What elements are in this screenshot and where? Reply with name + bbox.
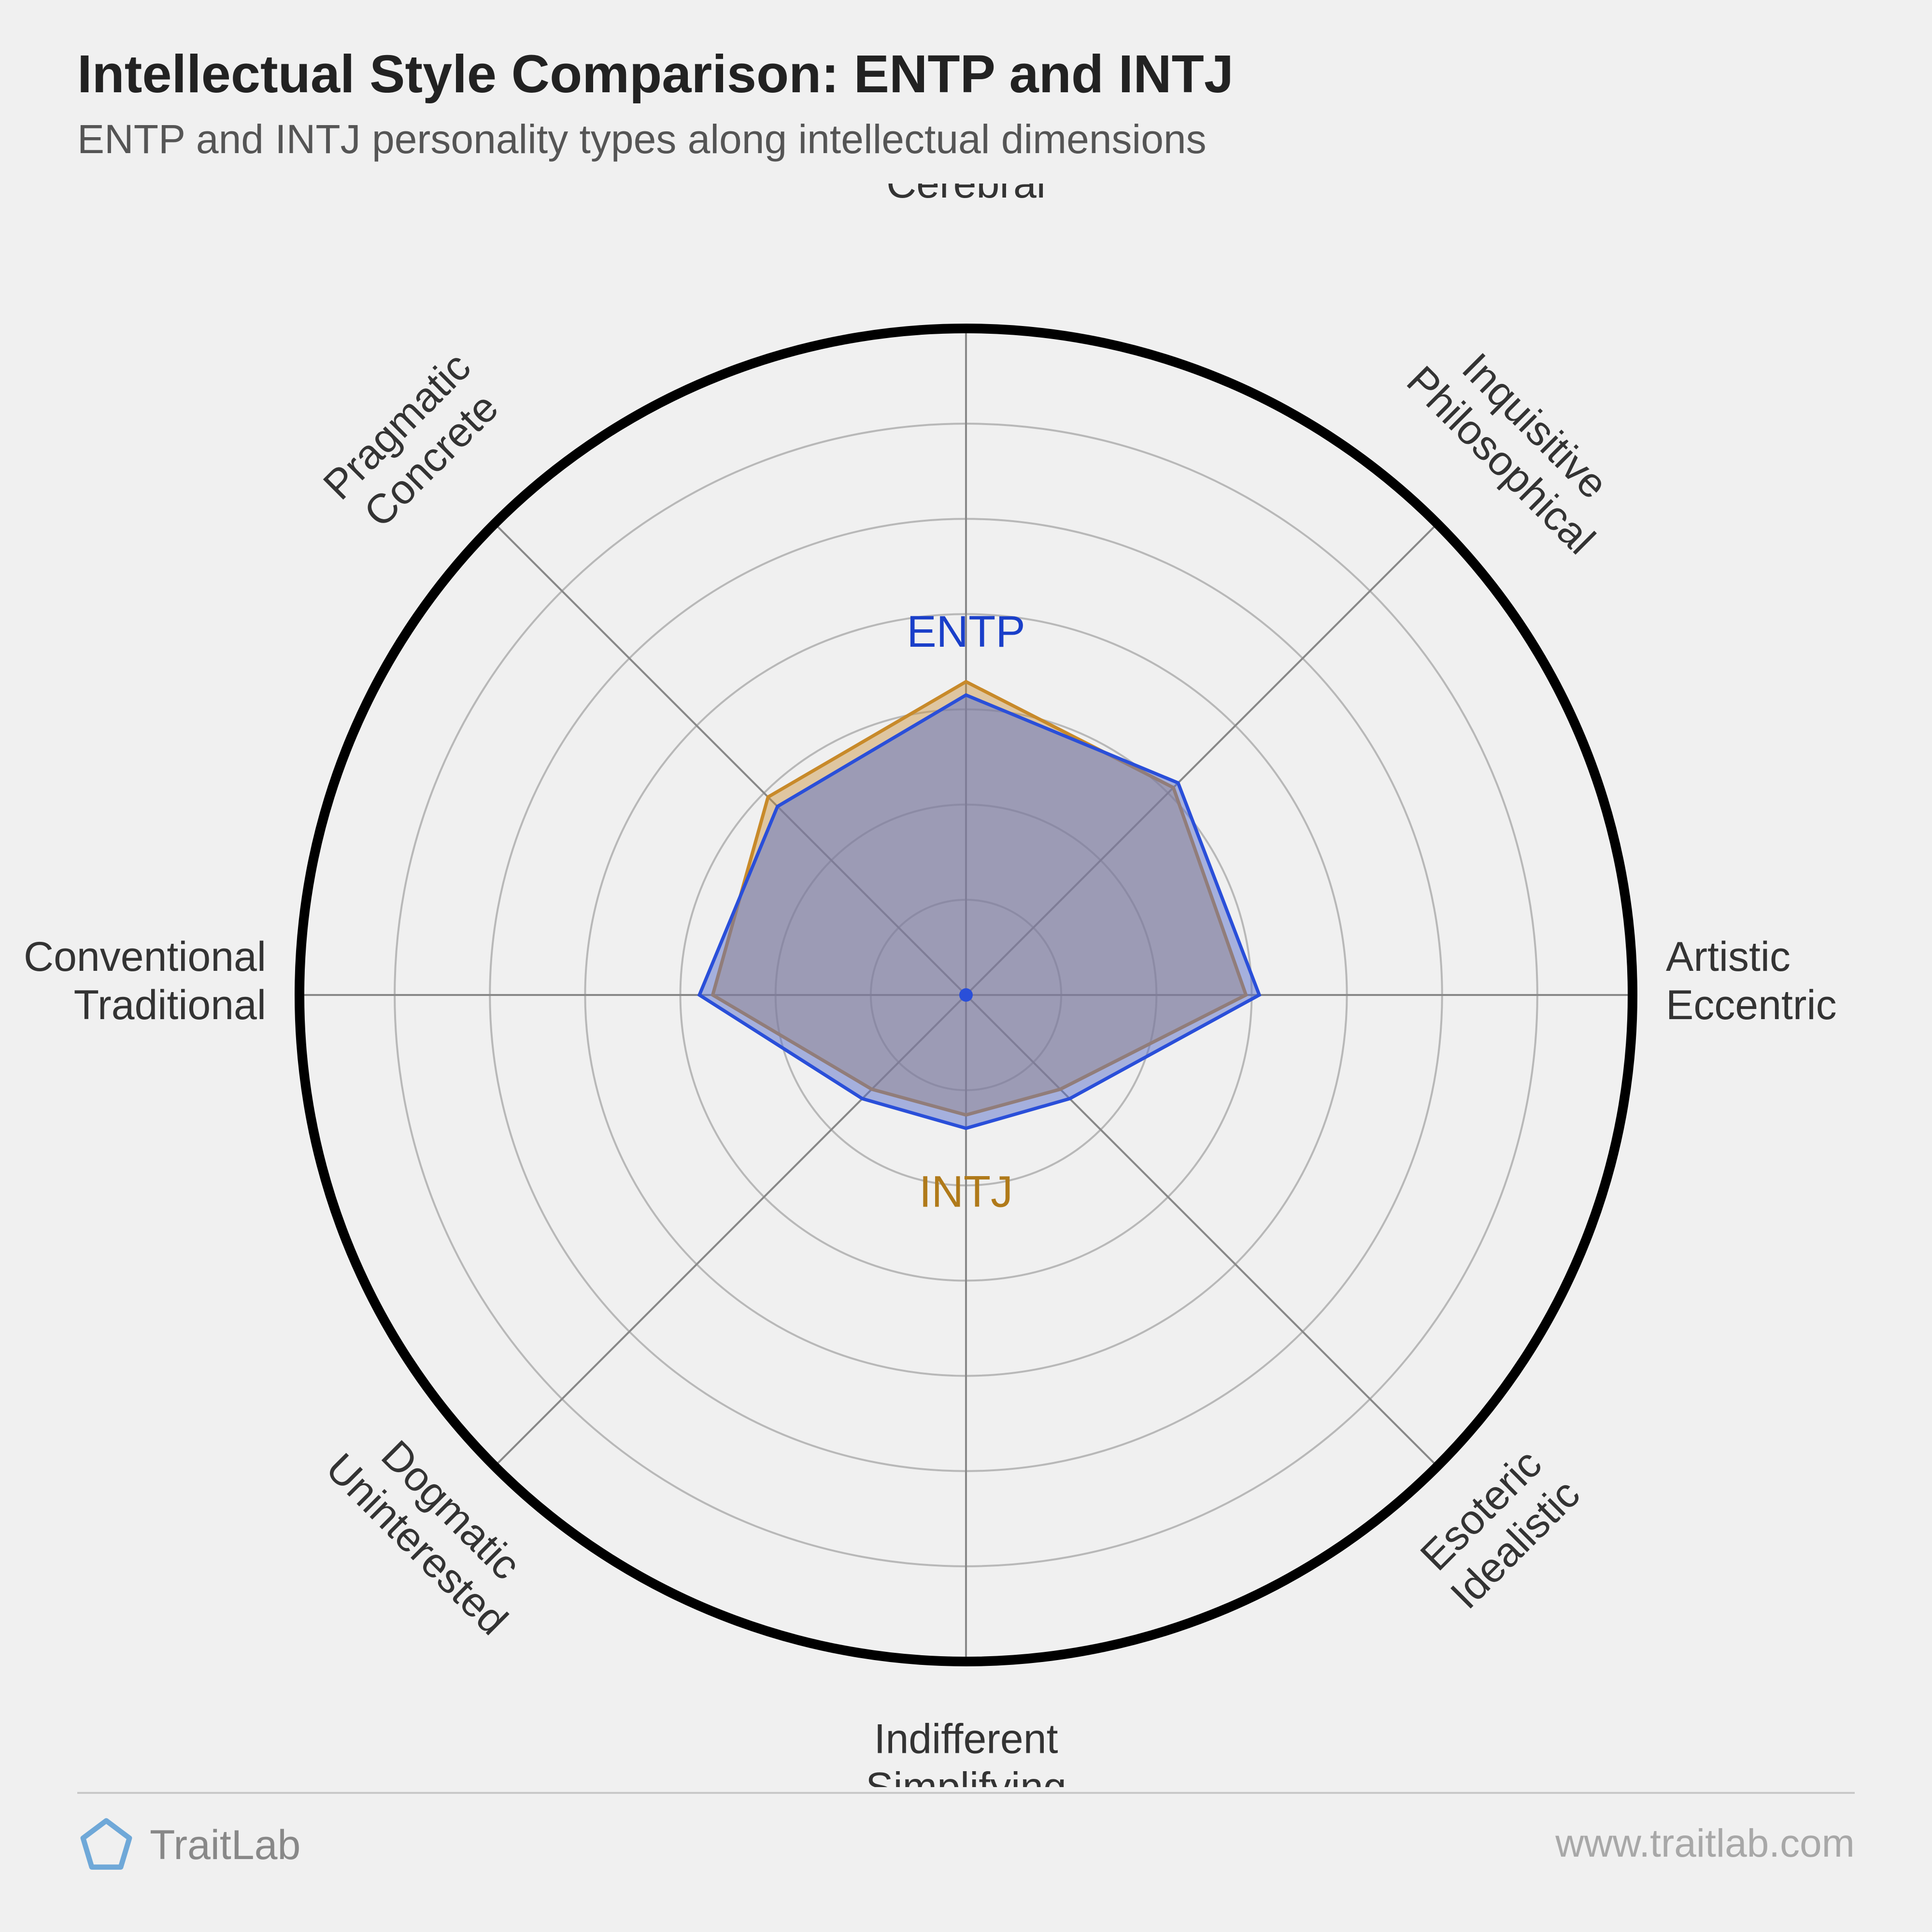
axis-label: PragmaticConcrete [314, 343, 513, 542]
center-dot-entp [959, 988, 973, 1002]
axis-label: ConventionalTraditional [24, 934, 266, 1028]
axis-label: PerceptiveCerebral [868, 184, 1064, 207]
axis-label: ArtisticEccentric [1666, 934, 1837, 1028]
series-label-intj: INTJ [919, 1167, 1013, 1216]
svg-text:ArtisticEccentric: ArtisticEccentric [1666, 934, 1837, 1028]
footer: TraitLab www.traitlab.com [77, 1816, 1855, 1903]
svg-text:IndifferentSimplifying: IndifferentSimplifying [866, 1716, 1066, 1787]
radar-chart: ENTPINTJPerceptiveCerebralInquisitivePhi… [0, 184, 1932, 1787]
footer-divider [77, 1792, 1855, 1794]
series-label-entp: ENTP [907, 607, 1025, 656]
chart-subtitle: ENTP and INTJ personality types along in… [77, 116, 1207, 163]
chart-title: Intellectual Style Comparison: ENTP and … [77, 43, 1234, 105]
brand-text: TraitLab [150, 1821, 300, 1869]
site-url: www.traitlab.com [1555, 1821, 1855, 1866]
brand-logo-icon [77, 1816, 135, 1874]
axis-label: IndifferentSimplifying [866, 1716, 1066, 1787]
page-root: Intellectual Style Comparison: ENTP and … [0, 0, 1932, 1932]
svg-text:PragmaticConcrete: PragmaticConcrete [314, 343, 513, 542]
svg-text:ConventionalTraditional: ConventionalTraditional [24, 934, 266, 1028]
svg-text:PerceptiveCerebral: PerceptiveCerebral [868, 184, 1064, 207]
series-entp [699, 695, 1259, 1128]
